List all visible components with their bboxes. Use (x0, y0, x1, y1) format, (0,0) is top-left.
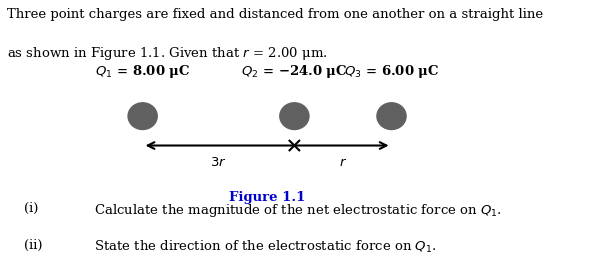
Ellipse shape (377, 103, 406, 129)
Text: Figure 1.1: Figure 1.1 (229, 191, 305, 204)
Text: $r$: $r$ (339, 156, 347, 169)
Text: (i): (i) (24, 202, 39, 215)
Text: Three point charges are fixed and distanced from one another on a straight line: Three point charges are fixed and distan… (7, 8, 543, 21)
Text: $Q_2$ = −24.0 μC: $Q_2$ = −24.0 μC (241, 63, 348, 80)
Ellipse shape (128, 103, 157, 129)
Ellipse shape (280, 103, 309, 129)
Text: State the direction of the electrostatic force on $Q_1$.: State the direction of the electrostatic… (94, 239, 436, 255)
Text: as shown in Figure 1.1. Given that $r$ = 2.00 μm.: as shown in Figure 1.1. Given that $r$ =… (7, 45, 328, 62)
Text: $Q_1$ = 8.00 μC: $Q_1$ = 8.00 μC (95, 63, 191, 80)
Text: Calculate the magnitude of the net electrostatic force on $Q_1$.: Calculate the magnitude of the net elect… (94, 202, 502, 219)
Text: (ii): (ii) (24, 239, 42, 252)
Text: $Q_3$ = 6.00 μC: $Q_3$ = 6.00 μC (344, 63, 439, 80)
Text: $3r$: $3r$ (210, 156, 227, 169)
